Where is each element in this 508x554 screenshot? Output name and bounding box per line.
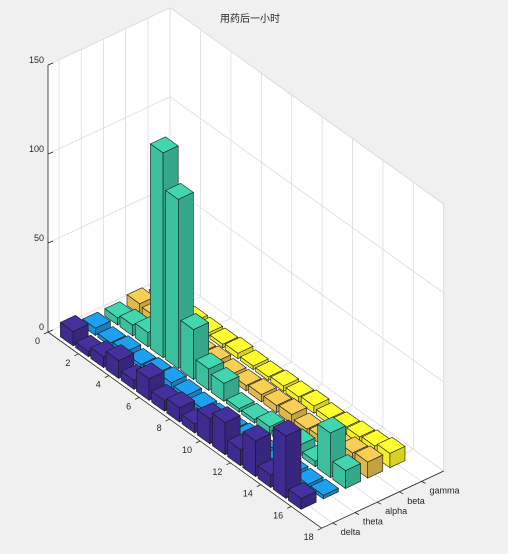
row-axis-line: [47, 331, 322, 529]
z-tick-label: 50: [34, 233, 44, 243]
band-tick-label: alpha: [385, 506, 407, 516]
row-tick: [165, 418, 170, 422]
pane-back: [170, 7, 444, 472]
z-tick: [47, 329, 54, 333]
row-tick: [317, 527, 322, 531]
pane-left: [48, 7, 171, 333]
band-tick: [376, 501, 382, 505]
row-tick-label: 12: [212, 467, 222, 477]
bar-front: [180, 319, 194, 381]
row-tick: [43, 331, 49, 335]
bar-beta-16: [354, 445, 384, 479]
row-tick-label: 6: [126, 401, 131, 411]
band-tick-label: delta: [341, 527, 361, 537]
z-tick: [47, 151, 54, 155]
bar-alpha-8: [210, 366, 240, 402]
chart-title: 用药后一小时: [220, 13, 280, 25]
band-tick: [332, 522, 337, 526]
bar-front: [272, 426, 287, 499]
row-tick: [287, 506, 292, 509]
bar-side: [322, 487, 339, 500]
z-tick-label: 150: [29, 55, 44, 65]
row-tick: [135, 397, 140, 400]
row-tick-label: 14: [243, 489, 253, 499]
row-tick-label: 0: [35, 336, 40, 346]
bar-theta-1: [82, 311, 111, 336]
z-tick-label: 100: [29, 144, 44, 154]
row-tick-label: 18: [304, 532, 314, 542]
band-tick-label: theta: [363, 517, 383, 527]
bar-front: [165, 189, 179, 370]
bar-alpha-9: [225, 392, 255, 413]
row-tick: [104, 375, 109, 378]
row-tick: [256, 484, 261, 487]
z-tick: [47, 240, 54, 244]
bar-gamma-6: [224, 336, 254, 360]
z-tick-label: 0: [39, 322, 44, 332]
tick-labels: 0 50 100 150 0 2 4 6 8 10 12 14 16 18 deltathetaalphab…: [29, 55, 460, 542]
band-tick: [399, 491, 404, 495]
pane-edge: [47, 7, 445, 471]
bar-side: [345, 463, 361, 489]
bar-delta-16: [287, 482, 317, 510]
row-tick-label: 16: [273, 510, 283, 520]
bar-side: [389, 445, 406, 469]
bar-theta-16: [310, 478, 339, 500]
bar-alpha-16: [332, 454, 362, 490]
axis-lines: [43, 62, 444, 531]
bar-gamma-16: [376, 436, 406, 469]
bars: [59, 136, 406, 510]
row-tick-label: 8: [157, 423, 162, 433]
bar-gamma-11: [300, 389, 330, 414]
row-tick-label: 10: [182, 445, 192, 455]
band-tick: [354, 512, 360, 515]
row-tick-label: 4: [96, 380, 101, 390]
band-tick-label: gamma: [430, 485, 460, 495]
row-tick: [195, 440, 201, 444]
band-tick-label: beta: [407, 496, 425, 506]
z-tick: [47, 62, 54, 66]
bar-front: [150, 143, 164, 359]
band-tick: [421, 481, 426, 484]
row-tick-label: 2: [65, 358, 70, 368]
bar-side: [300, 491, 317, 510]
bar-delta-15: [272, 419, 302, 499]
bar-side: [367, 454, 384, 479]
band-axis-line: [321, 470, 444, 529]
row-tick: [226, 462, 231, 466]
row-tick: [74, 353, 79, 357]
bar-front: [317, 423, 331, 479]
